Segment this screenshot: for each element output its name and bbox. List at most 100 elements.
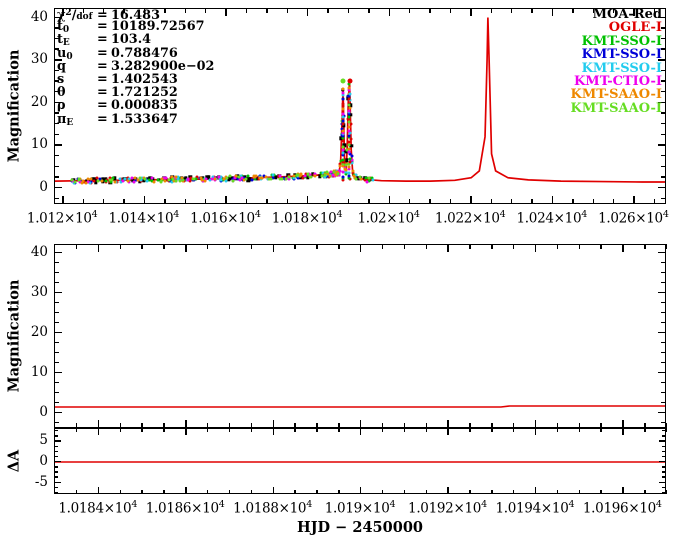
data-point xyxy=(260,176,264,180)
data-point xyxy=(71,179,75,183)
data-point xyxy=(217,175,221,179)
y-tick xyxy=(658,252,666,254)
x-tick xyxy=(347,199,350,204)
data-point xyxy=(105,178,109,182)
x-tick xyxy=(612,199,615,204)
data-point xyxy=(81,179,85,183)
data-point xyxy=(341,160,345,164)
data-point xyxy=(78,180,82,184)
x-tick xyxy=(556,490,559,494)
data-point xyxy=(150,176,154,180)
data-point xyxy=(347,78,353,84)
data-point xyxy=(170,180,174,184)
data-point xyxy=(219,175,223,179)
data-point xyxy=(344,158,349,162)
x-tick-label: 1.022×104 xyxy=(434,209,506,227)
y-tick xyxy=(661,37,666,40)
data-point xyxy=(159,179,163,183)
x-tick xyxy=(510,8,513,13)
x-tick xyxy=(82,199,84,204)
data-point xyxy=(347,135,351,139)
y-tick xyxy=(661,69,666,72)
y-tick-label: 30 xyxy=(30,284,48,300)
data-point xyxy=(335,170,339,174)
x-tick xyxy=(425,244,427,249)
y-tick xyxy=(54,422,59,424)
data-point xyxy=(86,177,90,181)
data-point xyxy=(167,179,171,183)
data-point xyxy=(341,104,345,108)
y-tick xyxy=(662,435,666,437)
y-tick-label: 0 xyxy=(39,178,48,195)
y-tick xyxy=(54,262,59,264)
data-point xyxy=(163,179,167,183)
y-tick xyxy=(661,362,666,364)
x-tick xyxy=(531,8,533,13)
x-tick xyxy=(633,196,635,204)
x-tick xyxy=(408,8,411,13)
data-point xyxy=(274,175,278,179)
data-point xyxy=(345,148,349,152)
x-tick xyxy=(578,428,580,432)
x-tick xyxy=(612,8,615,13)
x-tick xyxy=(408,199,411,204)
data-point xyxy=(247,177,251,182)
data-point xyxy=(352,174,356,178)
x-tick xyxy=(327,8,329,13)
x-tick xyxy=(534,244,537,252)
data-point xyxy=(127,177,131,181)
x-tick-label: 1.0194×104 xyxy=(495,499,575,517)
data-point xyxy=(323,175,327,179)
x-tick xyxy=(572,199,574,204)
data-point xyxy=(349,137,353,141)
x-tick xyxy=(469,423,471,428)
data-point xyxy=(341,170,345,174)
top-panel-y-title: Magnification xyxy=(5,49,23,163)
x-tick xyxy=(600,423,602,428)
data-point xyxy=(347,129,351,133)
data-point xyxy=(341,151,345,155)
data-point xyxy=(347,174,351,178)
x-tick xyxy=(578,244,580,249)
data-point xyxy=(347,171,351,175)
x-tick xyxy=(381,423,384,428)
data-point xyxy=(347,176,351,180)
data-point xyxy=(174,179,178,183)
y-tick-label: 10 xyxy=(30,136,48,153)
y-tick-label: 5 xyxy=(39,432,48,449)
data-point xyxy=(160,177,164,181)
x-tick xyxy=(266,8,268,13)
data-point xyxy=(143,177,147,181)
data-point xyxy=(349,122,353,126)
x-tick xyxy=(666,428,668,432)
y-tick xyxy=(54,435,58,437)
data-point xyxy=(227,177,231,182)
x-tick-label: 1.0184×104 xyxy=(58,499,138,517)
parameter-value: 3.282900e−02 xyxy=(111,58,215,74)
data-point xyxy=(332,170,336,174)
y-tick xyxy=(658,59,666,61)
y-tick xyxy=(661,312,666,314)
data-point xyxy=(89,177,93,181)
data-point xyxy=(195,175,199,179)
y-tick xyxy=(658,101,666,104)
magnification-panel-zoom xyxy=(54,244,666,428)
y-tick xyxy=(658,372,666,374)
y-tick xyxy=(54,412,62,414)
x-tick xyxy=(600,490,602,494)
residual-zero-line xyxy=(55,461,665,463)
x-tick xyxy=(622,487,624,494)
x-tick xyxy=(141,423,143,428)
x-tick xyxy=(403,490,406,494)
x-tick-label: 1.019×104 xyxy=(324,499,396,517)
y-tick xyxy=(54,155,59,157)
x-tick xyxy=(119,423,121,428)
data-point xyxy=(348,157,352,161)
data-point xyxy=(201,179,205,183)
y-tick-label: 20 xyxy=(30,324,48,340)
data-point xyxy=(156,178,160,182)
data-point xyxy=(341,107,345,111)
data-point xyxy=(296,173,300,177)
legend-item: KMT-SSO-I xyxy=(581,33,662,49)
data-point xyxy=(328,174,332,178)
